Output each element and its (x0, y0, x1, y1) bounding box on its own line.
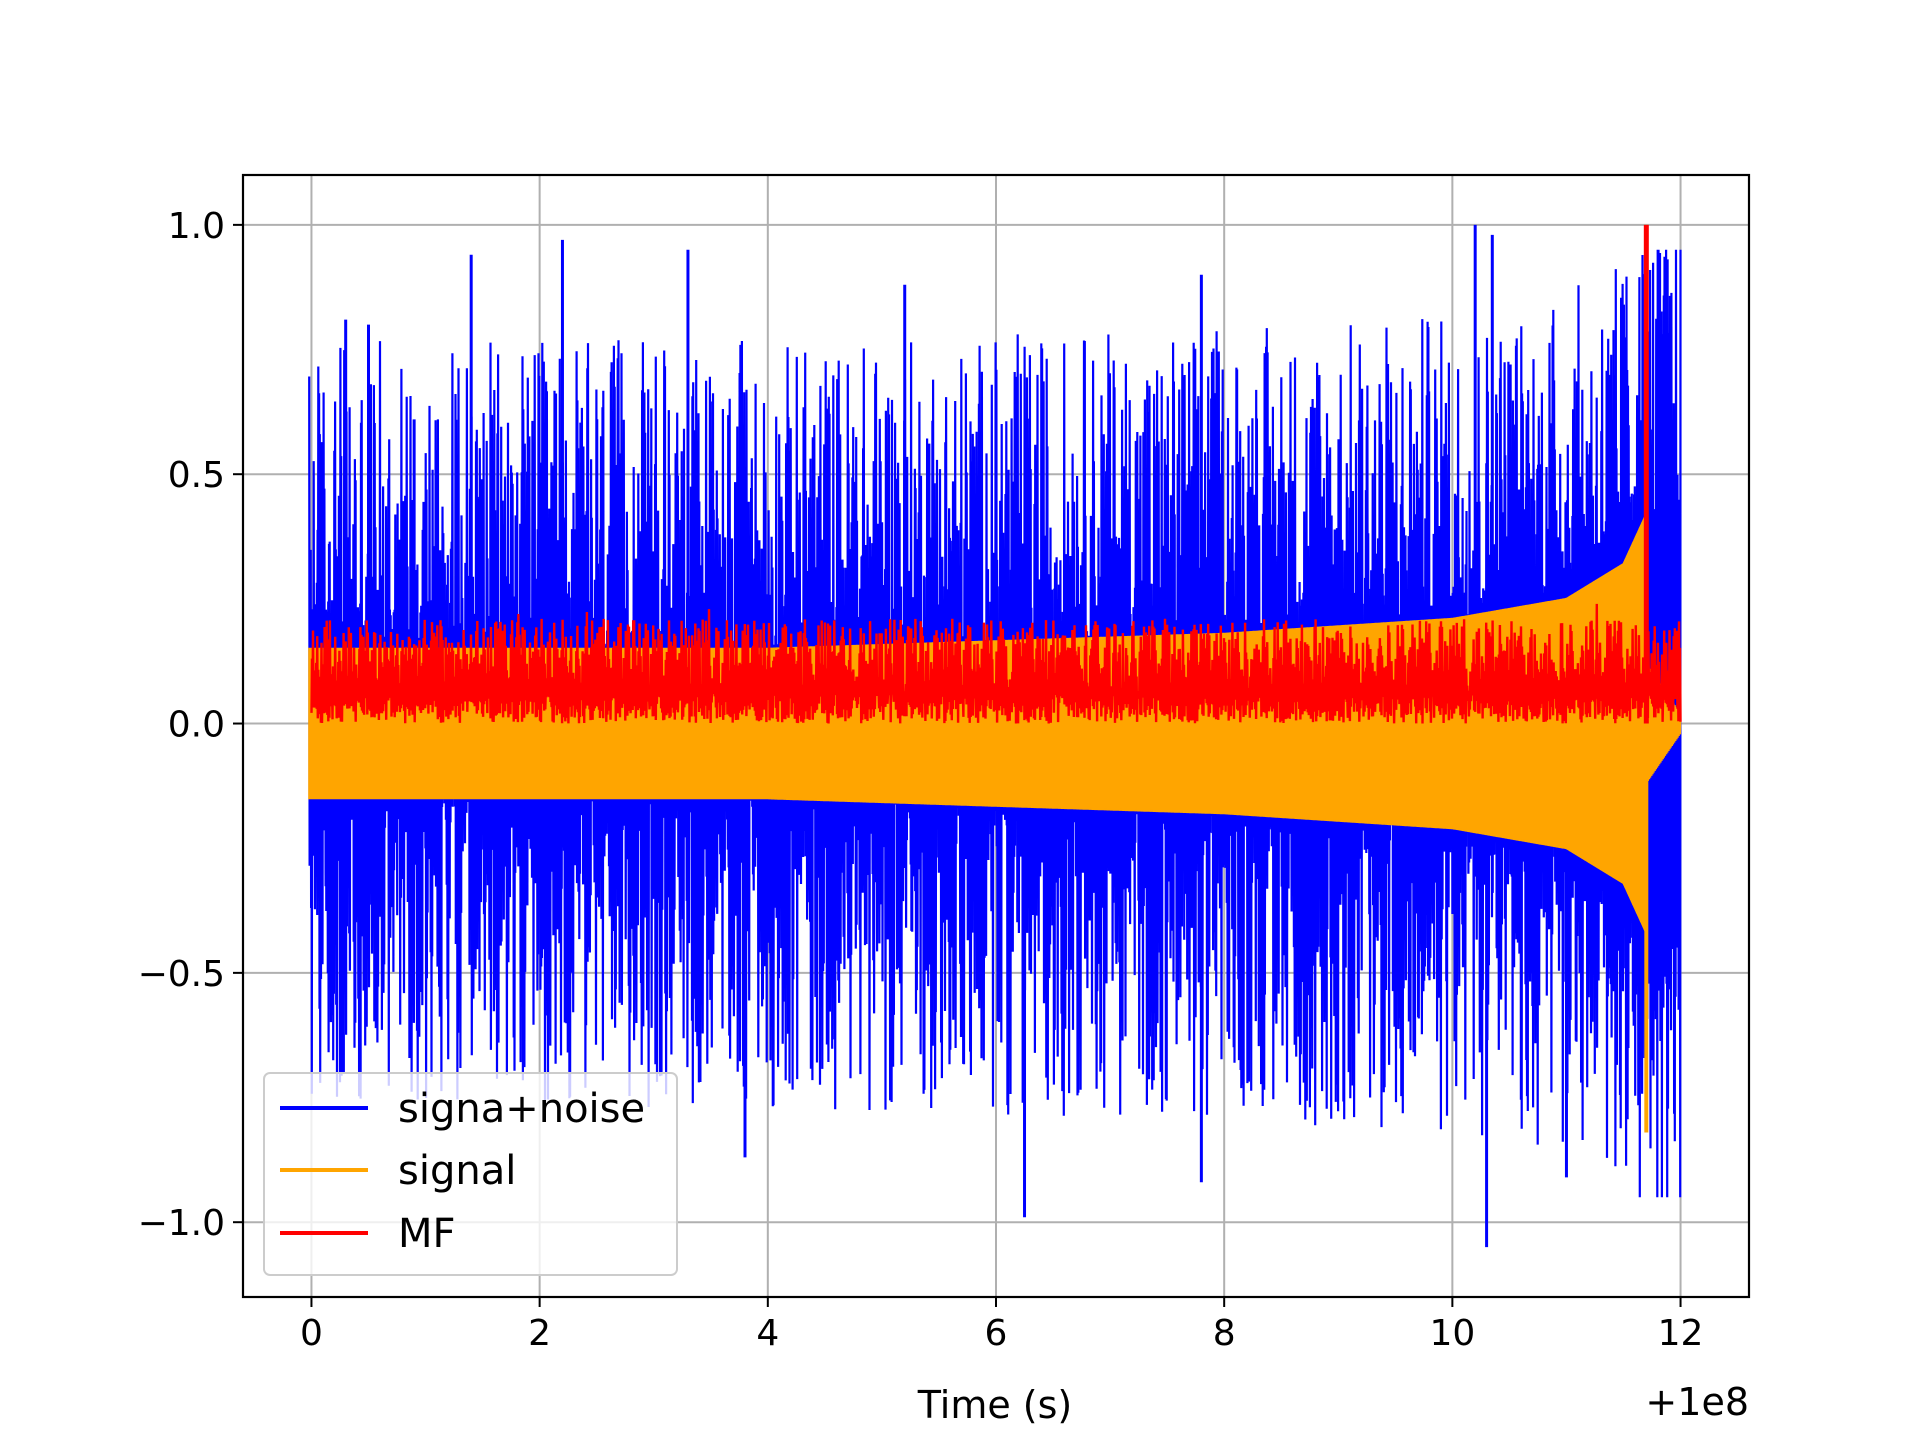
x-tick-label: 8 (1213, 1313, 1236, 1354)
legend-label-mf: MF (398, 1211, 456, 1257)
plot-area (308, 224, 1682, 1248)
y-axis: 1.0 0.5 0.0 −0.5 −1.0 (138, 206, 243, 1244)
x-tick-label: 10 (1429, 1313, 1475, 1354)
series-line-mf (310, 603, 1682, 724)
y-tick-label: −0.5 (138, 954, 225, 995)
y-tick-label: −1.0 (138, 1203, 225, 1244)
legend: signa+noise signal MF (263, 1072, 678, 1276)
y-tick-label: 1.0 (168, 206, 225, 247)
y-tick-label: 0.5 (168, 455, 225, 496)
x-tick-label: 6 (985, 1313, 1008, 1354)
legend-label-signal: signal (398, 1148, 516, 1194)
x-tick-label: 4 (756, 1313, 779, 1354)
x-axis: 0 2 4 6 8 10 12 (300, 1297, 1703, 1354)
x-tick-label: 0 (300, 1313, 323, 1354)
series-signal-noise (308, 224, 1682, 1248)
x-axis-label: Time (s) (917, 1383, 1073, 1427)
legend-label-signal-noise: signa+noise (398, 1086, 645, 1132)
series-line-signal-noise (308, 249, 1682, 1198)
legend-box (263, 1072, 678, 1276)
y-tick-label: 0.0 (168, 705, 225, 746)
series-mf (310, 224, 1682, 724)
x-tick-label: 12 (1658, 1313, 1704, 1354)
x-axis-offset-label: +1e8 (1645, 1380, 1749, 1424)
x-tick-label: 2 (528, 1313, 551, 1354)
